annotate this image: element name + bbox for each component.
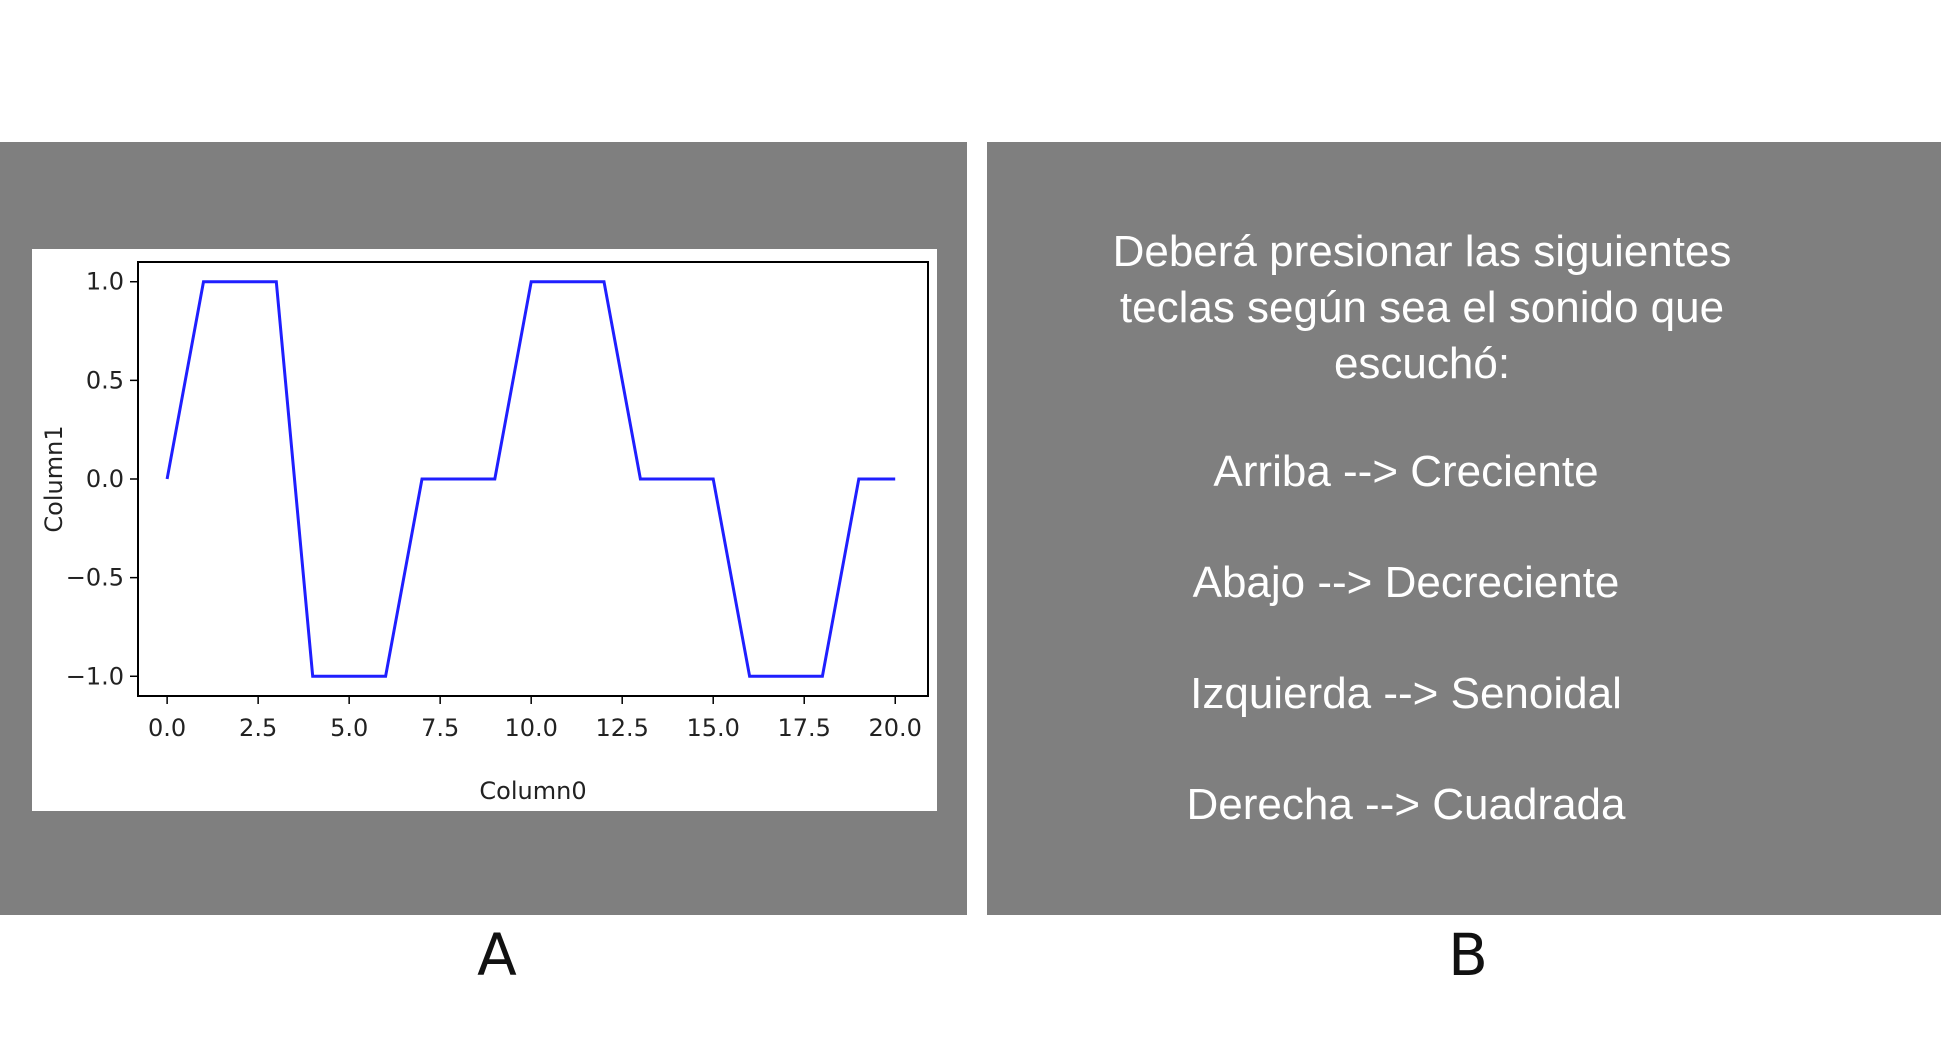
instructions-intro: Deberá presionar las siguientes teclas s… <box>1112 227 1732 388</box>
x-tick-label: 12.5 <box>595 714 648 742</box>
x-tick-label: 2.5 <box>239 714 277 742</box>
y-tick-label: 0.0 <box>86 465 124 493</box>
panel-a: 0.0 2.5 5.0 7.5 10.0 12.5 15.0 17.5 20.0 1.0 0.5 0… <box>0 142 967 915</box>
rule-down: Abajo --> Decreciente <box>1192 558 1620 607</box>
panel-a-caption: A <box>477 921 517 989</box>
x-tick-label: 15.0 <box>686 714 739 742</box>
panel-b-caption: B <box>1448 921 1488 989</box>
y-axis-title: Column1 <box>40 425 68 532</box>
x-tick-label: 0.0 <box>148 714 186 742</box>
y-tick-label: 0.5 <box>86 366 124 394</box>
series-line <box>165 280 896 678</box>
instructions: Deberá presionar las siguientes teclas s… <box>987 142 1941 915</box>
rule-left: Izquierda --> Senoidal <box>1190 669 1622 718</box>
plot-area <box>137 261 929 697</box>
y-tick-label: −0.5 <box>66 564 124 592</box>
y-axis-ticks: 1.0 0.5 0.0 −0.5 −1.0 <box>66 268 138 690</box>
x-tick-label: 20.0 <box>869 714 922 742</box>
y-tick-label: 1.0 <box>86 268 124 296</box>
x-tick-label: 5.0 <box>330 714 368 742</box>
x-tick-label: 17.5 <box>778 714 831 742</box>
panel-b: Deberá presionar las siguientes teclas s… <box>987 142 1941 915</box>
x-axis-ticks: 0.0 2.5 5.0 7.5 10.0 12.5 15.0 17.5 20.0 <box>148 696 922 742</box>
line-chart: 0.0 2.5 5.0 7.5 10.0 12.5 15.0 17.5 20.0 1.0 0.5 0… <box>40 261 929 805</box>
x-tick-label: 7.5 <box>421 714 459 742</box>
x-axis-title: Column0 <box>479 777 586 805</box>
rule-up: Arriba --> Creciente <box>1213 447 1599 496</box>
x-tick-label: 10.0 <box>504 714 557 742</box>
rule-right: Derecha --> Cuadrada <box>1186 780 1626 829</box>
line-chart-card: 0.0 2.5 5.0 7.5 10.0 12.5 15.0 17.5 20.0 1.0 0.5 0… <box>32 249 937 811</box>
y-tick-label: −1.0 <box>66 662 124 690</box>
